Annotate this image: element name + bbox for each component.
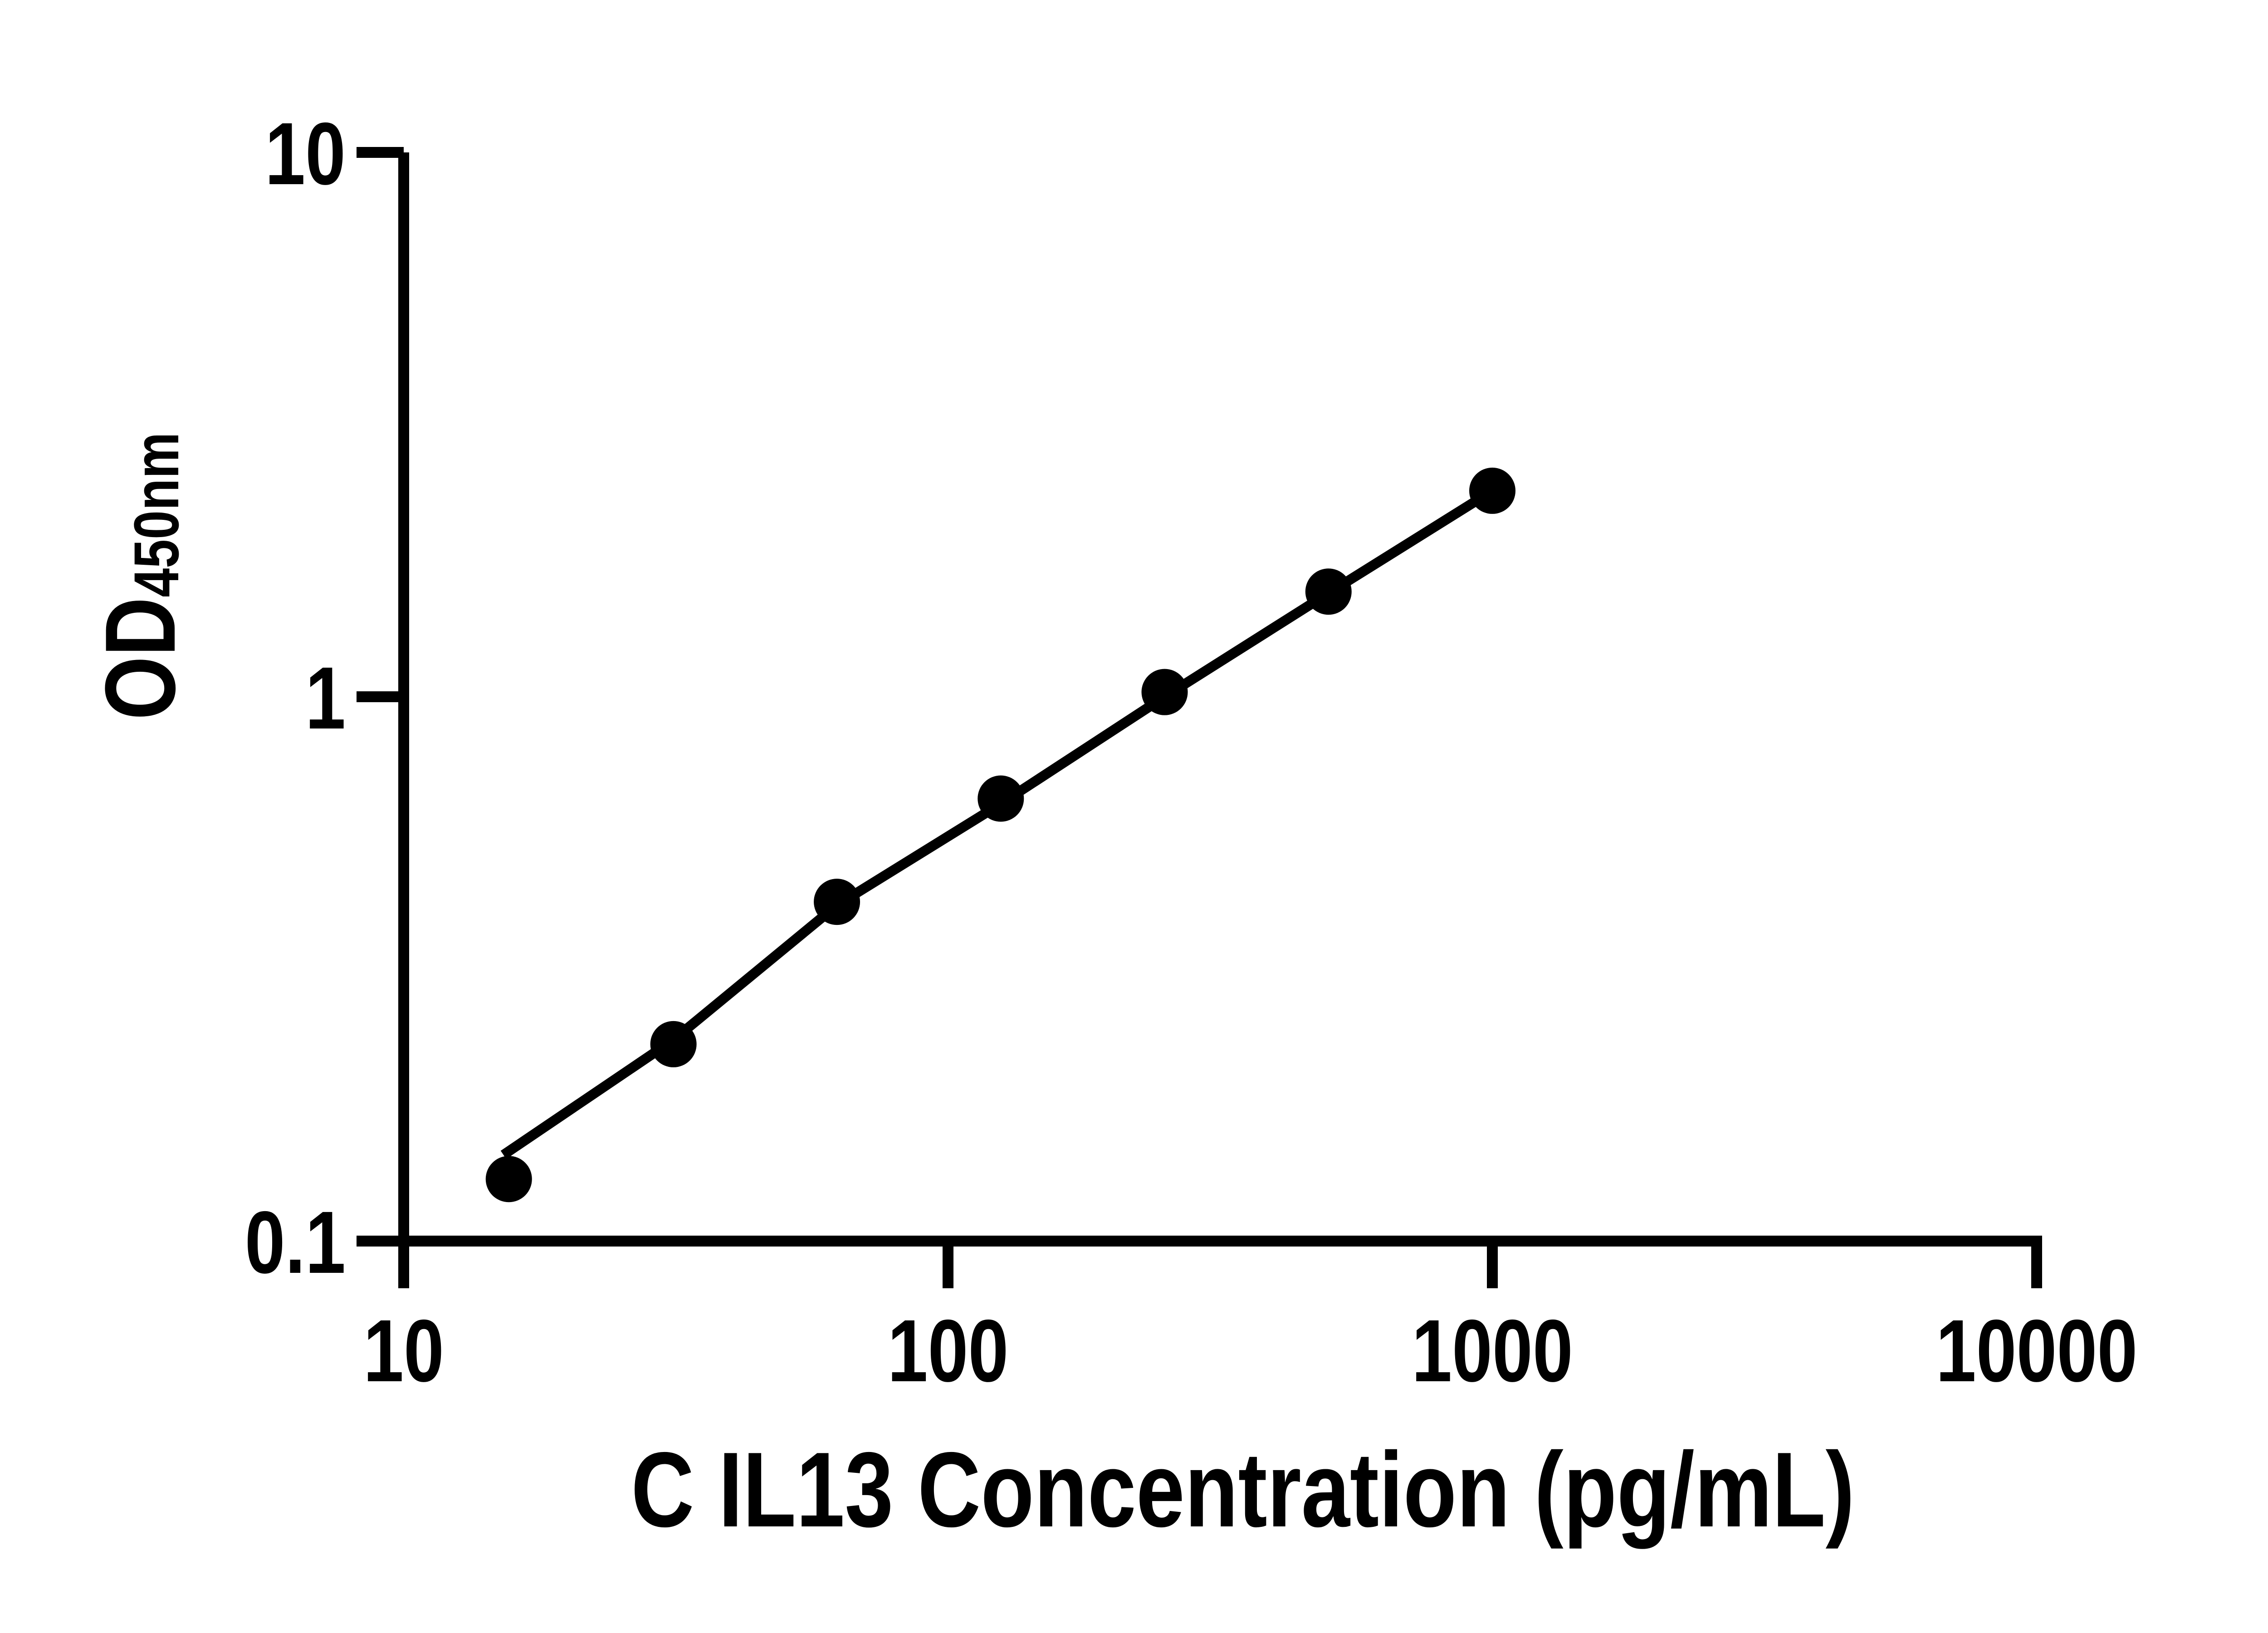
data-point-marker <box>1469 467 1515 514</box>
y-tick-label: 10 <box>265 104 346 203</box>
data-point-marker <box>650 1021 697 1067</box>
x-axis-title: C IL13 Concentration (pg/mL) <box>631 1430 1855 1550</box>
data-point-marker <box>1141 669 1188 715</box>
x-tick-label: 100 <box>888 1301 1009 1400</box>
x-axis-title-text: C IL13 Concentration (pg/mL) <box>631 1430 1855 1550</box>
x-tick-label: 10 <box>363 1301 444 1400</box>
y-tick-label: 0.1 <box>245 1193 346 1292</box>
y-axis-title: OD450nm <box>84 432 196 720</box>
x-tick-label: 1000 <box>1412 1301 1573 1400</box>
data-point-marker <box>978 775 1024 822</box>
data-point-marker <box>814 879 860 925</box>
plot-area: 10 100 1000 10000 0.1 1 10 <box>245 104 2138 1400</box>
y-axis-title-sub: 450nm <box>121 432 192 597</box>
y-tick-label: 1 <box>305 649 346 748</box>
x-tick-label: 10000 <box>1936 1301 2138 1400</box>
data-point-marker <box>485 1156 532 1203</box>
data-point-marker <box>1305 568 1352 615</box>
y-axis-title-main: OD <box>84 597 196 720</box>
